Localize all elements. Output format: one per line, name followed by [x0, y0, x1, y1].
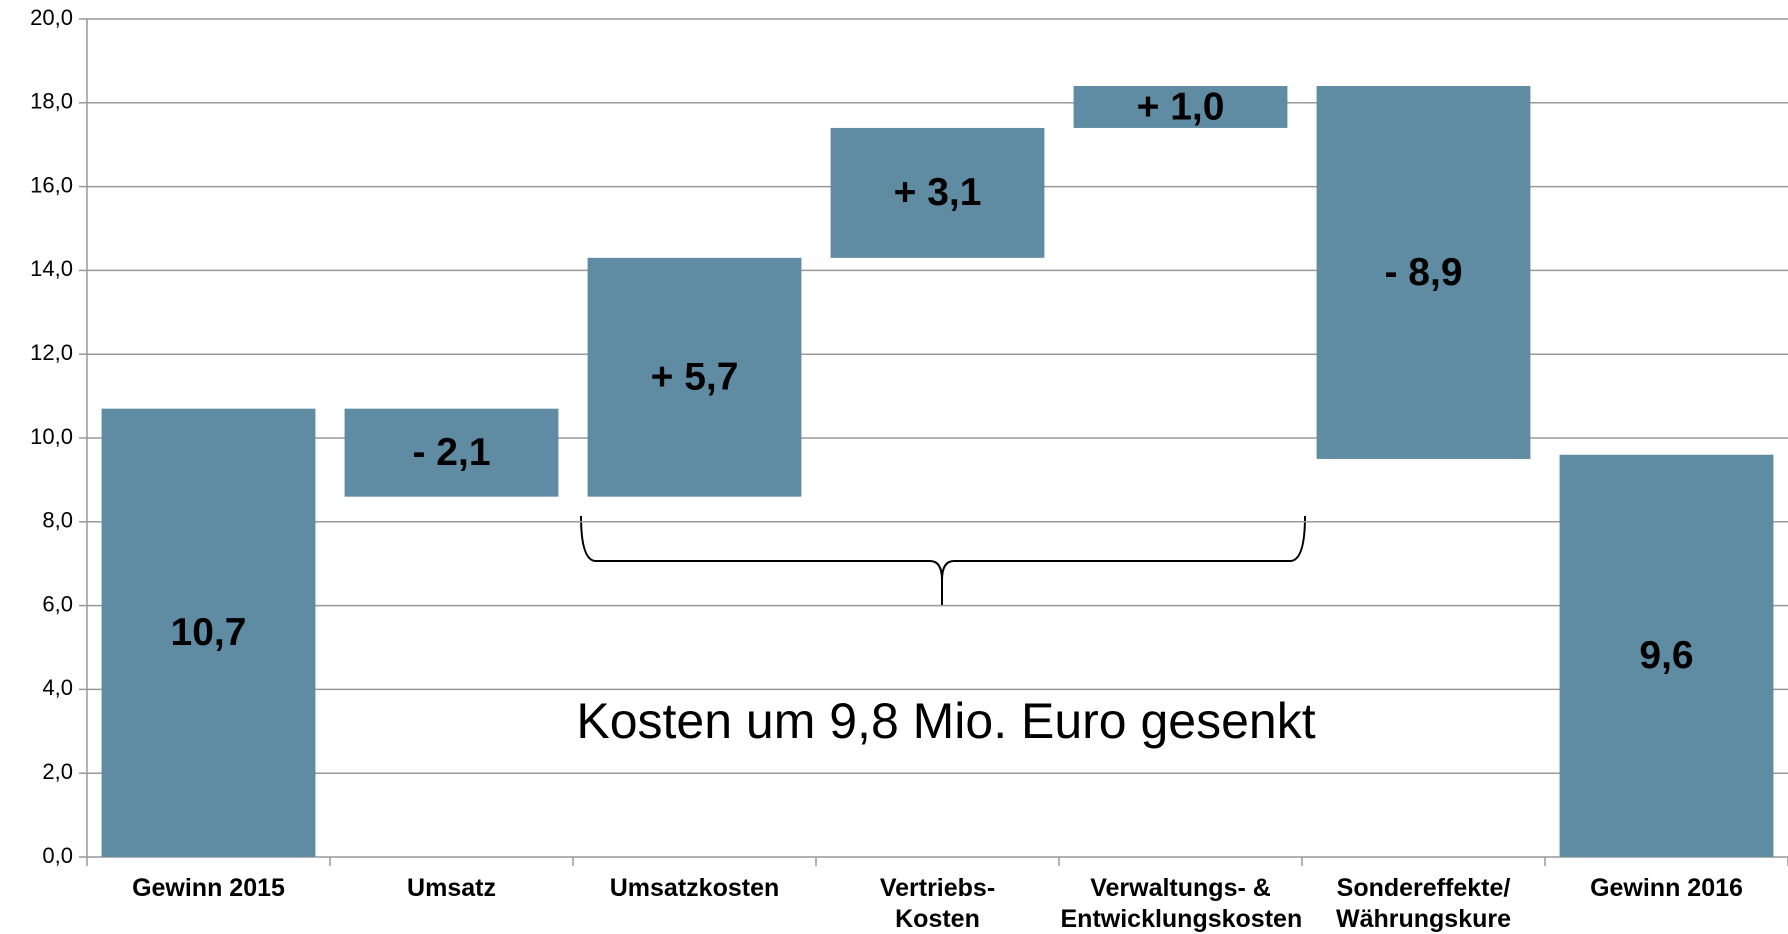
value-label: 9,6 — [1639, 634, 1693, 677]
y-tick-label: 8,0 — [42, 508, 73, 533]
y-tick-label: 10,0 — [30, 424, 73, 449]
bar — [1559, 454, 1774, 857]
x-tick-label: Gewinn 2015 — [132, 874, 285, 902]
value-label: + 5,7 — [651, 356, 739, 399]
y-tick-label: 12,0 — [30, 340, 73, 365]
x-tick-label: Vertriebs- Kosten — [879, 874, 996, 933]
bar — [587, 257, 802, 497]
brace — [580, 515, 1306, 606]
value-label: - 8,9 — [1384, 251, 1462, 294]
value-label: + 1,0 — [1137, 85, 1225, 128]
value-label: 10,7 — [171, 611, 247, 654]
value-label: - 2,1 — [412, 431, 490, 474]
y-tick-label: 20,0 — [30, 5, 73, 30]
y-tick-label: 6,0 — [42, 591, 73, 616]
x-tick-label: Sondereffekte/ Währungskure — [1335, 874, 1512, 933]
bar — [1073, 86, 1288, 128]
y-tick-label: 18,0 — [30, 89, 73, 114]
y-tick-label: 4,0 — [42, 675, 73, 700]
y-tick-label: 16,0 — [30, 172, 73, 197]
annotation: Kosten um 9,8 Mio. Euro gesenkt — [576, 693, 1315, 749]
x-tick-label: Umsatzkosten — [609, 874, 780, 902]
x-tick-label: Umsatz — [407, 874, 496, 902]
y-tick-label: 2,0 — [42, 759, 73, 784]
x-tick-label: Gewinn 2016 — [1590, 874, 1743, 902]
y-tick-label: 14,0 — [30, 256, 73, 281]
bar — [101, 408, 316, 857]
bar — [830, 127, 1045, 258]
x-tick-label: Verwaltungs- & Entwicklungskosten — [1060, 874, 1303, 933]
bar — [1316, 86, 1531, 459]
y-tick-label: 0,0 — [42, 843, 73, 868]
value-label: + 3,1 — [894, 171, 982, 214]
bar — [344, 408, 559, 497]
